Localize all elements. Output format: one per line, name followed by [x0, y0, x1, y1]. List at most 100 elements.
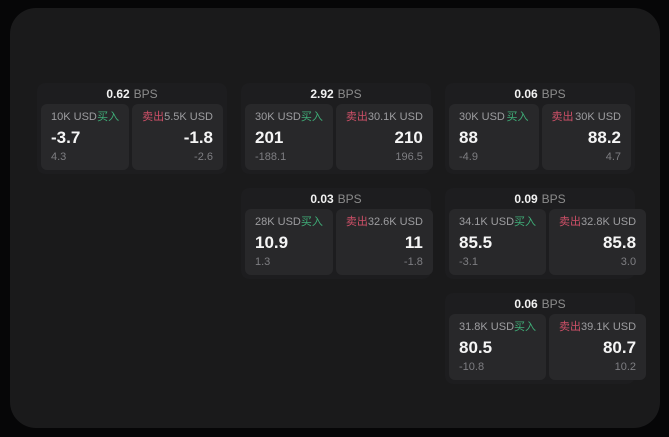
- buy-tile-top: 30K USD 买入: [255, 112, 323, 123]
- sell-tile-top: 卖出 30K USD: [552, 112, 622, 123]
- buy-tile[interactable]: 30K USD 买入 201 -188.1: [245, 104, 333, 170]
- sell-button[interactable]: 卖出: [551, 111, 574, 123]
- bps-unit: BPS: [337, 86, 362, 101]
- bps-unit: BPS: [541, 86, 566, 101]
- buy-price: 88: [459, 128, 478, 147]
- bps-value: 0.09: [514, 191, 538, 206]
- bps-unit: BPS: [541, 191, 566, 206]
- sell-price: 88.2: [587, 128, 621, 147]
- sell-change: -2.6: [194, 151, 213, 163]
- bps-unit: BPS: [337, 191, 362, 206]
- buy-price: 80.5: [459, 338, 493, 357]
- bps-unit: BPS: [541, 296, 566, 311]
- buy-button[interactable]: 买入: [514, 216, 537, 228]
- card-header: 0.06 BPS: [449, 83, 631, 104]
- buy-tile-top: 28K USD 买入: [255, 217, 323, 228]
- quote-card-grid: 0.62 BPS 10K USD 买入 -3.7 4.3 卖出 5.5K USD: [37, 83, 647, 384]
- sell-amount: 32.6K USD: [367, 216, 423, 228]
- buy-button[interactable]: 买入: [300, 216, 323, 228]
- buy-change: -3.1: [459, 256, 478, 268]
- quote-panels: 10K USD 买入 -3.7 4.3 卖出 5.5K USD -1.8 -2.…: [41, 104, 223, 170]
- buy-change: -4.9: [459, 151, 478, 163]
- sell-button[interactable]: 卖出: [559, 321, 582, 333]
- sell-amount: 30.1K USD: [367, 111, 423, 123]
- quote-panels: 30K USD 买入 201 -188.1 卖出 30.1K USD 210 1…: [245, 104, 433, 170]
- bps-unit: BPS: [133, 86, 158, 101]
- sell-button[interactable]: 卖出: [345, 111, 368, 123]
- sell-button[interactable]: 卖出: [559, 216, 582, 228]
- app-panel: 0.62 BPS 10K USD 买入 -3.7 4.3 卖出 5.5K USD: [10, 8, 660, 428]
- quote-card: 0.06 BPS 31.8K USD 买入 80.5 -10.8 卖出 39.1…: [445, 293, 647, 384]
- buy-change: 1.3: [255, 256, 271, 268]
- buy-button[interactable]: 买入: [97, 111, 120, 123]
- buy-button[interactable]: 买入: [514, 321, 537, 333]
- sell-tile[interactable]: 卖出 32.8K USD 85.8 3.0: [549, 209, 647, 275]
- sell-button[interactable]: 卖出: [345, 216, 368, 228]
- buy-button[interactable]: 买入: [300, 111, 323, 123]
- quote-panels: 30K USD 买入 88 -4.9 卖出 30K USD 88.2 4.7: [449, 104, 631, 170]
- buy-tile[interactable]: 31.8K USD 买入 80.5 -10.8: [449, 314, 547, 380]
- quote-card: 0.06 BPS 30K USD 买入 88 -4.9 卖出 30K USD: [445, 83, 635, 174]
- card-header: 0.03 BPS: [245, 188, 427, 209]
- sell-price: -1.8: [183, 128, 213, 147]
- sell-tile-top: 卖出 30.1K USD: [346, 112, 423, 123]
- sell-tile[interactable]: 卖出 32.6K USD 11 -1.8: [335, 209, 433, 275]
- sell-amount: 30K USD: [575, 111, 621, 123]
- quote-card: 0.09 BPS 34.1K USD 买入 85.5 -3.1 卖出 32.8K…: [445, 188, 647, 279]
- buy-tile-top: 34.1K USD 买入: [459, 217, 536, 228]
- sell-price: 210: [394, 128, 423, 147]
- quote-card: 2.92 BPS 30K USD 买入 201 -188.1 卖出 30.1K …: [241, 83, 433, 174]
- buy-amount: 28K USD: [255, 216, 301, 228]
- sell-tile[interactable]: 卖出 39.1K USD 80.7 10.2: [549, 314, 647, 380]
- bps-value: 2.92: [310, 86, 334, 101]
- sell-tile[interactable]: 卖出 30.1K USD 210 196.5: [335, 104, 433, 170]
- quote-panels: 31.8K USD 买入 80.5 -10.8 卖出 39.1K USD 80.…: [449, 314, 647, 380]
- buy-amount: 34.1K USD: [459, 216, 515, 228]
- sell-change: 196.5: [395, 151, 423, 163]
- sell-tile-top: 卖出 5.5K USD: [142, 112, 213, 123]
- bps-value: 0.06: [514, 86, 538, 101]
- sell-change: 3.0: [620, 256, 637, 268]
- sell-tile-top: 卖出 32.6K USD: [346, 217, 423, 228]
- buy-price: -3.7: [51, 128, 81, 147]
- sell-tile[interactable]: 卖出 5.5K USD -1.8 -2.6: [132, 104, 223, 170]
- buy-tile-top: 10K USD 买入: [51, 112, 119, 123]
- buy-amount: 31.8K USD: [459, 321, 515, 333]
- card-header: 0.09 BPS: [449, 188, 631, 209]
- buy-tile[interactable]: 34.1K USD 买入 85.5 -3.1: [449, 209, 547, 275]
- sell-amount: 39.1K USD: [581, 321, 637, 333]
- buy-tile-top: 31.8K USD 买入: [459, 322, 536, 333]
- card-header: 0.62 BPS: [41, 83, 223, 104]
- buy-price: 201: [255, 128, 284, 147]
- buy-tile[interactable]: 28K USD 买入 10.9 1.3: [245, 209, 333, 275]
- sell-tile-top: 卖出 32.8K USD: [559, 217, 636, 228]
- sell-change: -1.8: [403, 256, 423, 268]
- buy-tile[interactable]: 10K USD 买入 -3.7 4.3: [41, 104, 130, 170]
- buy-amount: 10K USD: [51, 111, 97, 123]
- bps-value: 0.62: [106, 86, 130, 101]
- sell-amount: 32.8K USD: [581, 216, 637, 228]
- buy-change: 4.3: [51, 151, 67, 163]
- quote-card: 0.03 BPS 28K USD 买入 10.9 1.3 卖出 32.6K US…: [241, 188, 433, 279]
- sell-price: 11: [404, 233, 423, 252]
- quote-panels: 34.1K USD 买入 85.5 -3.1 卖出 32.8K USD 85.8…: [449, 209, 647, 275]
- sell-button[interactable]: 卖出: [142, 111, 165, 123]
- sell-tile-top: 卖出 39.1K USD: [559, 322, 636, 333]
- quote-card: 0.62 BPS 10K USD 买入 -3.7 4.3 卖出 5.5K USD: [37, 83, 227, 174]
- buy-price: 10.9: [255, 233, 289, 252]
- sell-tile[interactable]: 卖出 30K USD 88.2 4.7: [541, 104, 631, 170]
- sell-price: 85.8: [602, 233, 637, 252]
- bps-value: 0.06: [514, 296, 538, 311]
- card-header: 0.06 BPS: [449, 293, 631, 314]
- sell-change: 4.7: [605, 151, 621, 163]
- buy-change: -10.8: [459, 361, 485, 373]
- buy-tile[interactable]: 30K USD 买入 88 -4.9: [449, 104, 539, 170]
- buy-amount: 30K USD: [459, 111, 505, 123]
- sell-amount: 5.5K USD: [164, 111, 213, 123]
- buy-tile-top: 30K USD 买入: [459, 112, 529, 123]
- sell-price: 80.7: [602, 338, 637, 357]
- buy-price: 85.5: [459, 233, 493, 252]
- buy-button[interactable]: 买入: [506, 111, 529, 123]
- quote-panels: 28K USD 买入 10.9 1.3 卖出 32.6K USD 11 -1.8: [245, 209, 433, 275]
- buy-amount: 30K USD: [255, 111, 301, 123]
